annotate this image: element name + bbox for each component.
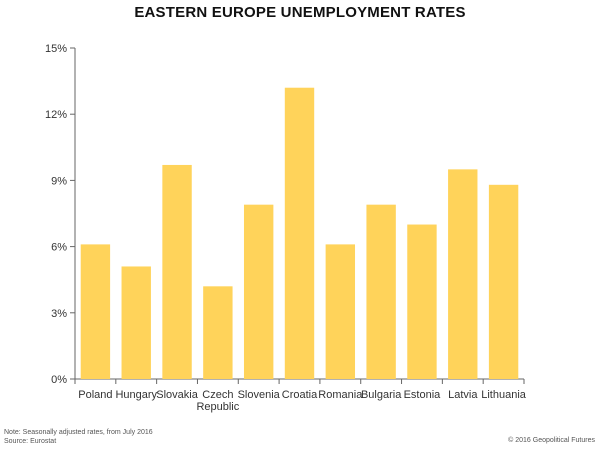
footnote-text: Note: Seasonally adjusted rates, from Ju…	[4, 429, 153, 436]
y-tick-label: 9%	[51, 175, 67, 187]
y-tick-label: 15%	[45, 43, 67, 55]
chart-title: EASTERN EUROPE UNEMPLOYMENT RATES	[134, 4, 466, 21]
bar-croatia	[284, 87, 315, 379]
y-tick-label: 3%	[51, 308, 67, 320]
bar-hungary	[121, 266, 151, 379]
x-category-label: Lithuania	[481, 389, 527, 401]
bar-czech-republic	[203, 286, 233, 379]
x-category-label: Bulgaria	[361, 389, 402, 401]
y-tick-label: 6%	[51, 242, 67, 254]
bar-lithuania	[488, 184, 519, 379]
bar-poland	[80, 244, 111, 379]
bar-latvia	[448, 169, 478, 379]
y-tick-label: 12%	[45, 109, 67, 121]
bar-estonia	[407, 224, 437, 379]
bar-romania	[325, 244, 356, 379]
copyright-text: © 2016 Geopolitical Futures	[508, 437, 595, 444]
x-category-label: Slovenia	[238, 389, 281, 401]
x-category-label: Poland	[78, 389, 112, 401]
bar-bulgaria	[366, 204, 396, 379]
x-category-label: Slovakia	[156, 389, 198, 401]
x-category-label: Romania	[318, 389, 363, 401]
y-tick-label: 0%	[51, 374, 67, 386]
x-category-label: Czech	[202, 389, 233, 401]
source-text: Source: Eurostat	[4, 438, 57, 445]
x-category-label: Republic	[196, 401, 239, 413]
chart-footnotes: Note: Seasonally adjusted rates, from Ju…	[4, 428, 153, 446]
x-category-label: Estonia	[404, 389, 442, 401]
x-category-label: Hungary	[115, 389, 157, 401]
x-category-label: Croatia	[282, 389, 318, 401]
x-category-label: Latvia	[448, 389, 478, 401]
bar-slovakia	[162, 164, 192, 379]
bar-slovenia	[243, 204, 274, 379]
